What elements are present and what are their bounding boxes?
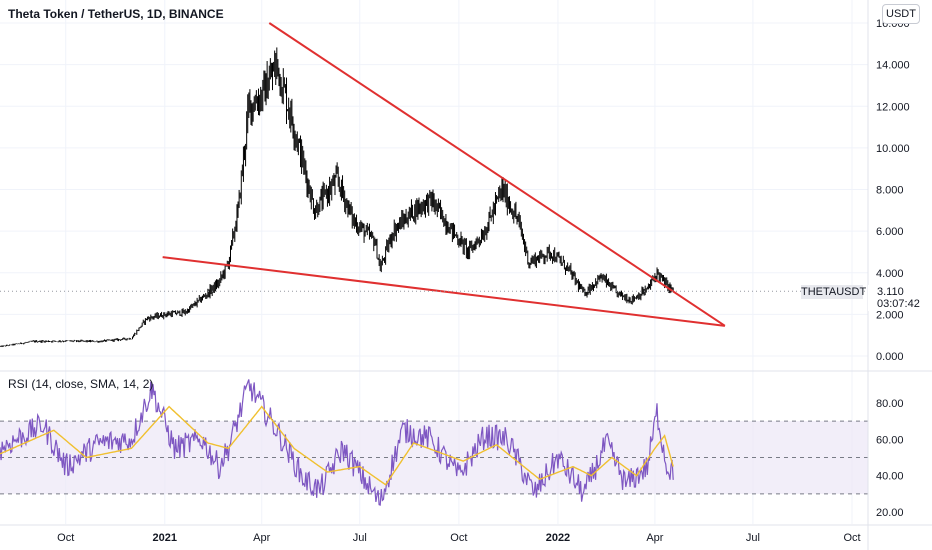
price-tick-label: 6.000 [876,226,904,238]
rsi-axis[interactable]: 20.00 40.00 60.00 80.00 [876,398,904,519]
rsi-tick-label: 60.00 [876,434,904,446]
rsi-ma-line [0,405,674,486]
rsi-tick-label: 80.00 [876,398,904,410]
rsi-tick-label: 40.00 [876,471,904,483]
time-tick-label: Apr [253,532,270,544]
trendlines[interactable] [162,22,726,327]
chart-title: Theta Token / TetherUS, 1D, BINANCE [8,7,224,21]
currency-button[interactable]: USDT [882,4,920,24]
price-axis[interactable]: 0.000 2.000 4.000 6.000 8.000 10.000 12.000 14.… [876,18,910,363]
time-axis[interactable]: Oct 2021 Apr Jul Oct 2022 Apr Jul Oct [57,532,860,544]
time-tick-label: Apr [646,532,663,544]
price-tick-label: 0.000 [876,351,904,363]
time-tick-label: Oct [450,532,467,544]
last-price: 3.110 [877,286,904,298]
trendline-lower[interactable] [162,256,726,327]
price-tick-label: 2.000 [876,309,904,321]
time-tick-label: Oct [57,532,74,544]
trendline-upper[interactable] [268,22,726,327]
rsi-panel [0,420,868,495]
time-tick-label: Jul [746,532,760,544]
last-price-tag: 3.110 03:07:42 [868,285,932,311]
time-tick-label: Jul [353,532,367,544]
rsi-lines [0,379,674,506]
time-tick-label: 2021 [153,532,177,544]
rsi-line [0,379,674,506]
rsi-tick-label: 20.00 [876,507,904,519]
bar-countdown: 03:07:42 [877,298,920,310]
price-tick-label: 10.000 [876,143,910,155]
time-tick-label: Oct [843,532,860,544]
price-candles [0,47,674,348]
price-tick-label: 4.000 [876,268,904,280]
price-tick-label: 14.000 [876,60,910,72]
price-tick-label: 12.000 [876,101,910,113]
time-tick-label: 2022 [546,532,570,544]
price-tick-label: 8.000 [876,185,904,197]
rsi-indicator-title[interactable]: RSI (14, close, SMA, 14, 2) [8,377,154,391]
symbol-label: THETAUSDT [801,285,867,299]
